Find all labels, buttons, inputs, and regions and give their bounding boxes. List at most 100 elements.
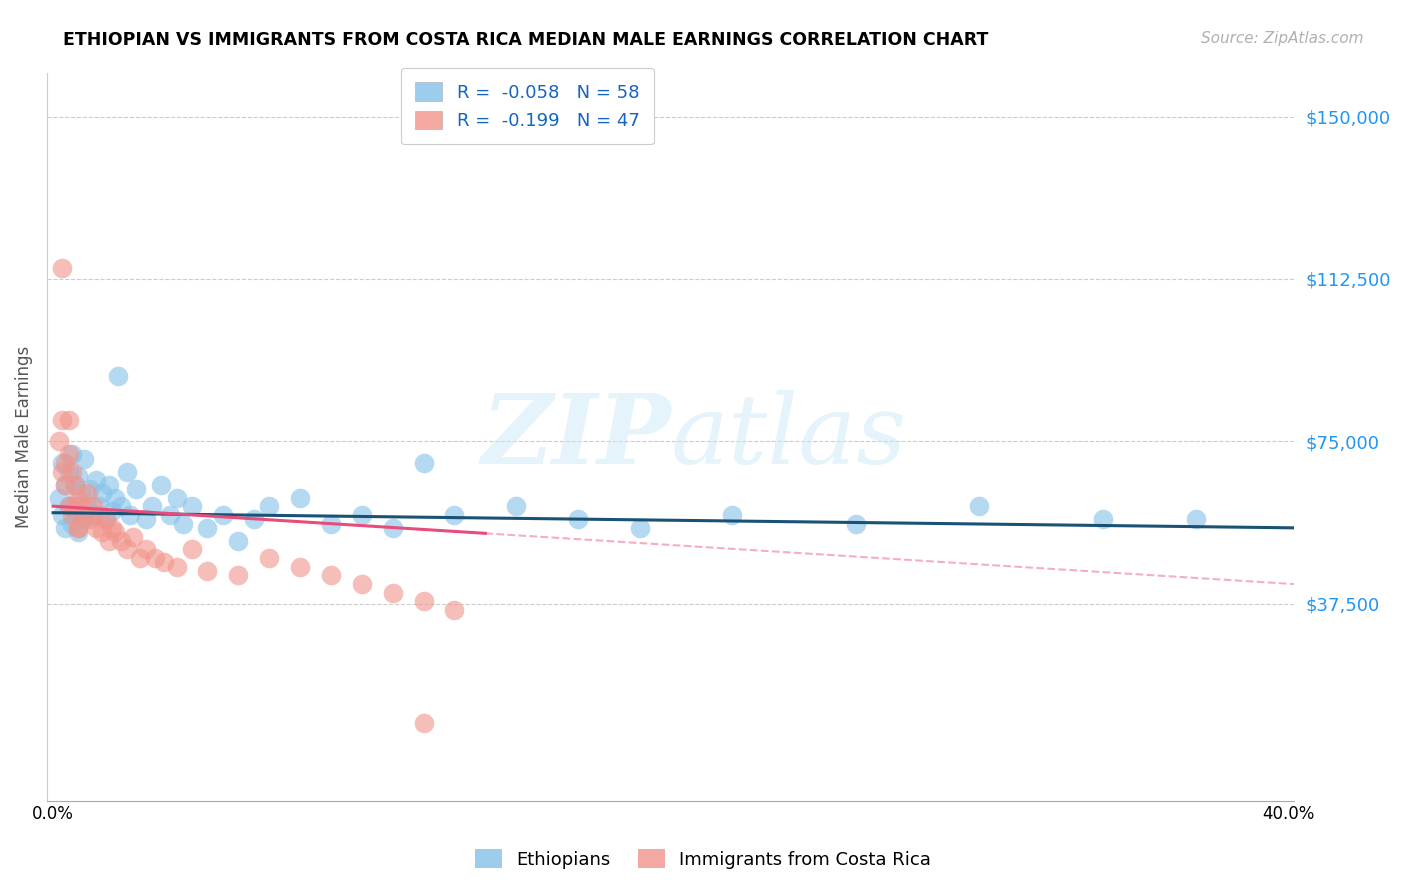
Point: [58, 447, 80, 461]
Point: [89, 508, 111, 522]
Point: [60, 508, 83, 522]
Text: ZIP: ZIP: [481, 390, 671, 484]
Point: [73, 508, 96, 522]
Point: [381, 521, 404, 535]
Point: [58, 499, 80, 513]
Point: [51, 412, 73, 426]
Point: [70, 508, 93, 522]
Point: [288, 491, 311, 505]
Point: [120, 508, 142, 522]
Point: [48, 491, 70, 505]
Point: [58, 499, 80, 513]
Point: [63, 503, 86, 517]
Point: [166, 491, 188, 505]
Point: [135, 512, 157, 526]
Point: [104, 525, 127, 540]
Point: [60, 447, 83, 461]
Point: [66, 525, 89, 540]
Point: [212, 508, 235, 522]
Point: [94, 512, 117, 526]
Point: [628, 521, 651, 535]
Text: atlas: atlas: [671, 390, 907, 484]
Point: [350, 508, 373, 522]
Point: [89, 499, 111, 513]
Point: [58, 412, 80, 426]
Point: [1184, 512, 1206, 526]
Point: [97, 533, 120, 548]
Point: [172, 516, 194, 531]
Point: [91, 525, 114, 540]
Point: [51, 261, 73, 276]
Point: [60, 465, 83, 479]
Point: [51, 508, 73, 522]
Point: [84, 473, 107, 487]
Point: [58, 465, 80, 479]
Point: [70, 486, 93, 500]
Point: [128, 551, 150, 566]
Point: [66, 521, 89, 535]
Point: [60, 516, 83, 531]
Text: ETHIOPIAN VS IMMIGRANTS FROM COSTA RICA MEDIAN MALE EARNINGS CORRELATION CHART: ETHIOPIAN VS IMMIGRANTS FROM COSTA RICA …: [63, 31, 988, 49]
Point: [55, 477, 77, 491]
Point: [107, 369, 129, 384]
Point: [845, 516, 868, 531]
Point: [82, 508, 104, 522]
Point: [412, 715, 434, 730]
Point: [82, 499, 104, 513]
Point: [70, 499, 93, 513]
Point: [721, 508, 744, 522]
Point: [197, 521, 219, 535]
Point: [257, 499, 280, 513]
Point: [73, 512, 96, 526]
Point: [135, 542, 157, 557]
Legend: R =  -0.058   N = 58, R =  -0.199   N = 47: R = -0.058 N = 58, R = -0.199 N = 47: [401, 68, 654, 145]
Point: [66, 491, 89, 505]
Point: [104, 491, 127, 505]
Point: [51, 456, 73, 470]
Point: [166, 559, 188, 574]
Point: [63, 477, 86, 491]
Point: [969, 499, 991, 513]
Point: [100, 503, 122, 517]
Point: [150, 477, 173, 491]
Point: [443, 508, 465, 522]
Point: [110, 499, 132, 513]
Point: [76, 499, 98, 513]
Point: [51, 465, 73, 479]
Point: [242, 512, 264, 526]
Point: [115, 465, 138, 479]
Y-axis label: Median Male Earnings: Median Male Earnings: [15, 346, 32, 528]
Point: [350, 577, 373, 591]
Point: [79, 482, 101, 496]
Point: [48, 434, 70, 449]
Point: [505, 499, 527, 513]
Point: [1091, 512, 1114, 526]
Point: [91, 486, 114, 500]
Point: [125, 482, 148, 496]
Point: [153, 556, 176, 570]
Point: [55, 477, 77, 491]
Point: [228, 568, 250, 582]
Point: [55, 521, 77, 535]
Point: [159, 508, 181, 522]
Point: [73, 451, 96, 466]
Point: [110, 533, 132, 548]
Point: [100, 521, 122, 535]
Point: [257, 551, 280, 566]
Point: [63, 477, 86, 491]
Point: [115, 542, 138, 557]
Point: [66, 469, 89, 483]
Point: [181, 542, 204, 557]
Point: [288, 559, 311, 574]
Point: [97, 477, 120, 491]
Point: [319, 568, 342, 582]
Point: [181, 499, 204, 513]
Legend: Ethiopians, Immigrants from Costa Rica: Ethiopians, Immigrants from Costa Rica: [468, 842, 938, 876]
Point: [228, 533, 250, 548]
Point: [381, 586, 404, 600]
Point: [197, 564, 219, 578]
Point: [443, 603, 465, 617]
Point: [84, 521, 107, 535]
Point: [319, 516, 342, 531]
Point: [66, 521, 89, 535]
